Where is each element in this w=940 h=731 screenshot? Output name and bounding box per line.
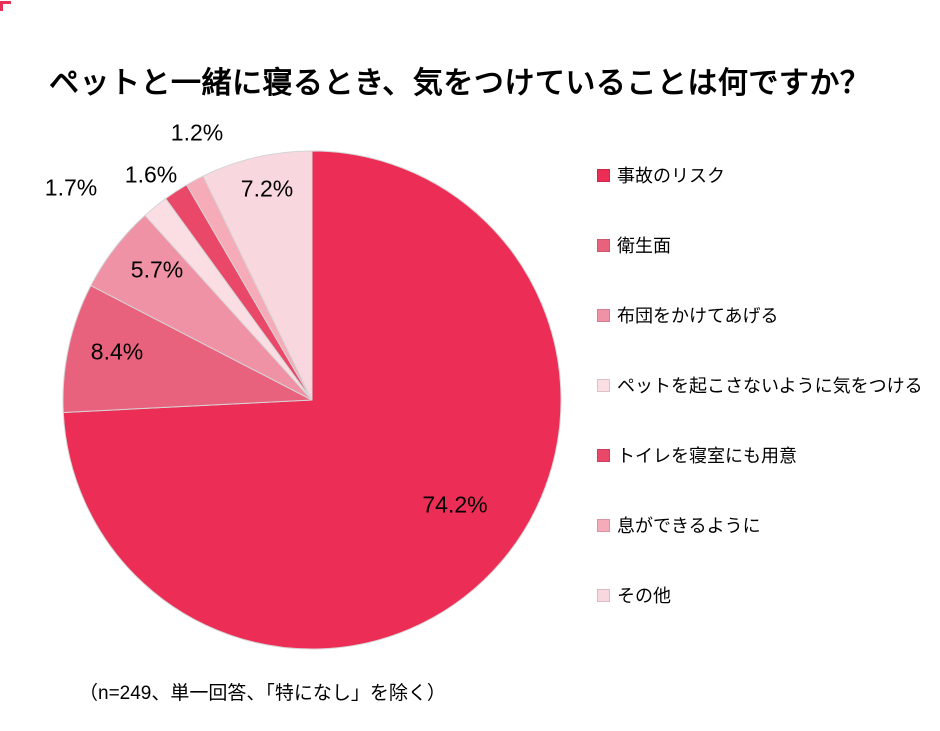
legend-label: 衛生面	[617, 236, 671, 256]
data-label-futon: 5.7%	[130, 256, 184, 283]
data-label-toilet: 1.6%	[124, 161, 178, 188]
chart-title: ペットと一緒に寝るとき、気をつけていることは何ですか？	[49, 67, 871, 100]
legend-swatch-jiko-no-risk	[597, 168, 610, 182]
data-label-jiko-no-risk: 74.2%	[422, 491, 488, 518]
data-label-iki: 1.2%	[170, 119, 224, 146]
legend-label: トイレを寝室にも用意	[617, 446, 797, 466]
legend: 事故のリスク 衛生面 布団をかけてあげる ペットを起こさないように気をつける ト…	[597, 162, 923, 608]
pie-slice-2	[62, 285, 313, 414]
legend-item-jiko-no-risk: 事故のリスク	[597, 162, 923, 188]
data-label-eiseimen: 8.4%	[90, 338, 144, 365]
legend-label: 布団をかけてあげる	[617, 306, 779, 326]
legend-item-futon: 布団をかけてあげる	[597, 302, 923, 328]
data-label-okosanai: 1.7%	[44, 174, 98, 201]
legend-item-okosanai: ペットを起こさないように気をつける	[597, 372, 923, 398]
legend-label: 事故のリスク	[617, 166, 725, 186]
legend-label: ペットを起こさないように気をつける	[617, 376, 923, 396]
sample-note: （n=249、単一回答、「特になし」を除く）	[79, 683, 446, 704]
legend-label: その他	[617, 586, 671, 606]
legend-label: 息ができるように	[617, 516, 761, 536]
legend-swatch-okosanai	[597, 378, 610, 392]
data-label-sonota: 7.2%	[240, 175, 294, 202]
legend-item-sonota: その他	[597, 582, 923, 608]
legend-item-iki: 息ができるように	[597, 512, 923, 538]
legend-swatch-futon	[597, 308, 610, 322]
legend-swatch-eiseimen	[597, 238, 610, 252]
pie-chart-canvas	[62, 150, 562, 650]
corner-artifact	[0, 1, 11, 11]
legend-swatch-sonota	[597, 588, 610, 602]
legend-item-eiseimen: 衛生面	[597, 232, 923, 258]
pie-slice-7	[202, 150, 313, 401]
legend-item-toilet: トイレを寝室にも用意	[597, 442, 923, 468]
legend-swatch-toilet	[597, 448, 610, 462]
legend-swatch-iki	[597, 518, 610, 532]
